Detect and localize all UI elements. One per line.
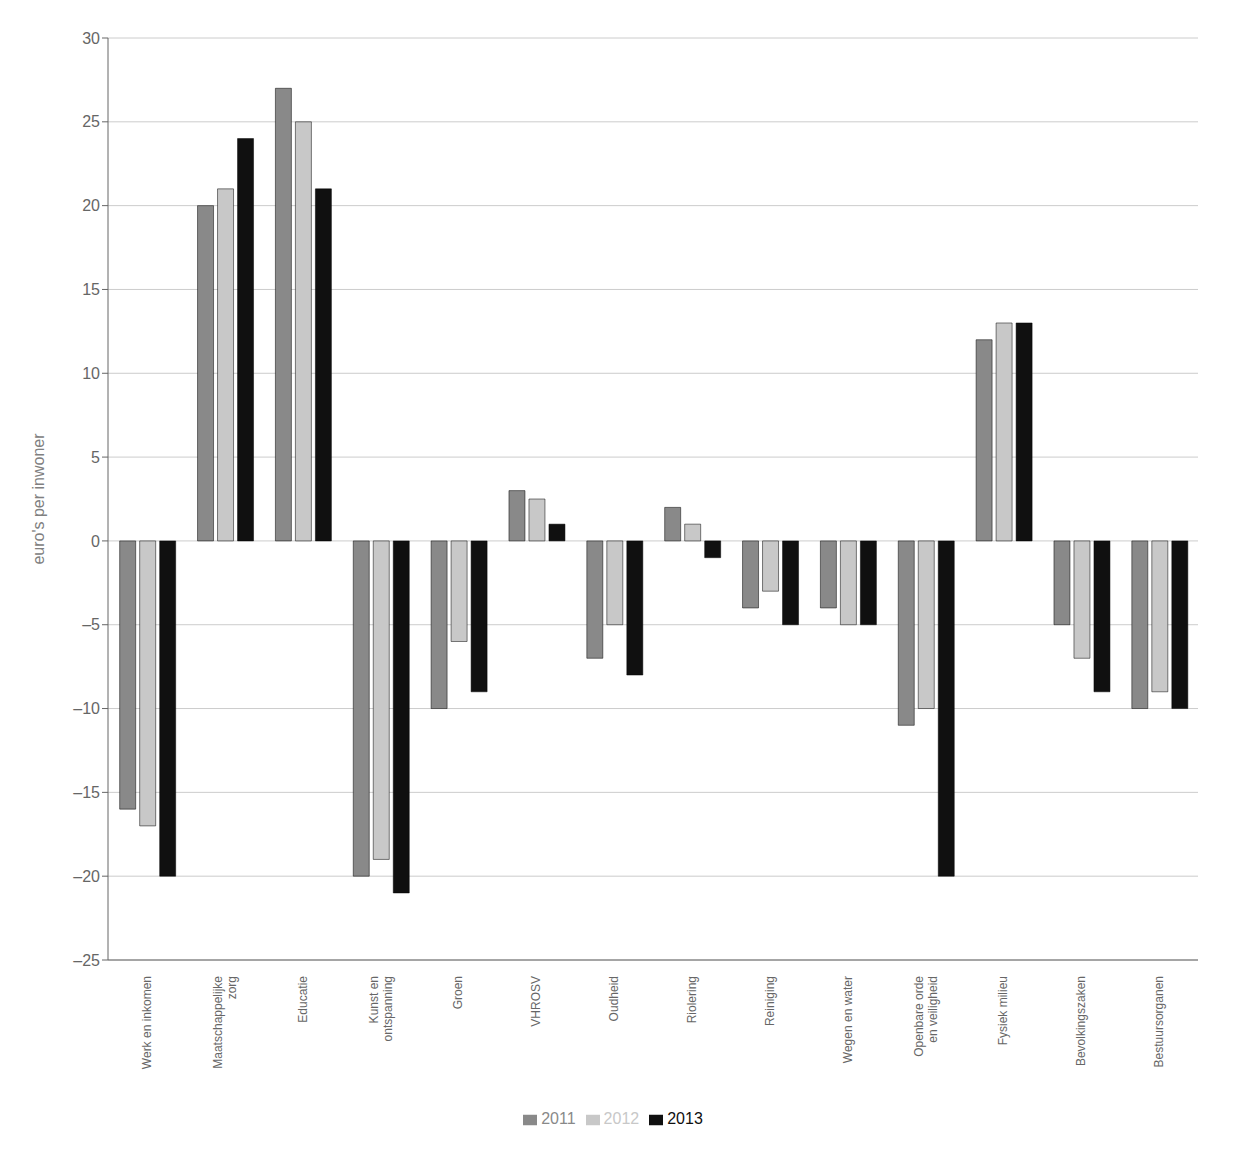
svg-text:10: 10 bbox=[82, 365, 100, 382]
svg-text:Riolering: Riolering bbox=[685, 976, 699, 1023]
svg-text:euro's per inwoner: euro's per inwoner bbox=[30, 433, 47, 565]
svg-text:VHROSV: VHROSV bbox=[529, 976, 543, 1027]
svg-text:Educatie: Educatie bbox=[296, 976, 310, 1023]
html-text:2012: 2012 bbox=[603, 1110, 640, 1127]
svg-text:Maatschappelijkezorg: Maatschappelijkezorg bbox=[211, 976, 239, 1069]
html-text:2013: 2013 bbox=[667, 1110, 703, 1127]
svg-text:Oudheid: Oudheid bbox=[607, 976, 621, 1021]
svg-text:15: 15 bbox=[82, 281, 100, 298]
svg-text:–20: –20 bbox=[73, 868, 100, 885]
svg-text:Reiniging: Reiniging bbox=[763, 976, 777, 1026]
svg-text:Fysiek milieu: Fysiek milieu bbox=[996, 976, 1010, 1045]
svg-text:–10: –10 bbox=[73, 700, 100, 717]
svg-text:–25: –25 bbox=[73, 952, 100, 969]
svg-text:–15: –15 bbox=[73, 784, 100, 801]
svg-text:Groen: Groen bbox=[451, 976, 465, 1009]
svg-text:Bevolkingszaken: Bevolkingszaken bbox=[1074, 976, 1088, 1066]
svg-text:Werk en inkomen: Werk en inkomen bbox=[140, 976, 154, 1069]
svg-text:5: 5 bbox=[91, 449, 100, 466]
svg-text:0: 0 bbox=[91, 533, 100, 550]
svg-text:25: 25 bbox=[82, 113, 100, 130]
svg-text:Wegen en water: Wegen en water bbox=[841, 976, 855, 1063]
svg-text:20: 20 bbox=[82, 197, 100, 214]
svg-text:–5: –5 bbox=[82, 616, 100, 633]
svg-text:Bestuursorganen: Bestuursorganen bbox=[1152, 976, 1166, 1067]
svg-text:30: 30 bbox=[82, 30, 100, 47]
svg-text:Kunst enontspanning: Kunst enontspanning bbox=[367, 976, 395, 1041]
html-text:2011: 2011 bbox=[541, 1110, 576, 1127]
svg-text:Openbare ordeen veiligheid: Openbare ordeen veiligheid bbox=[912, 976, 940, 1057]
